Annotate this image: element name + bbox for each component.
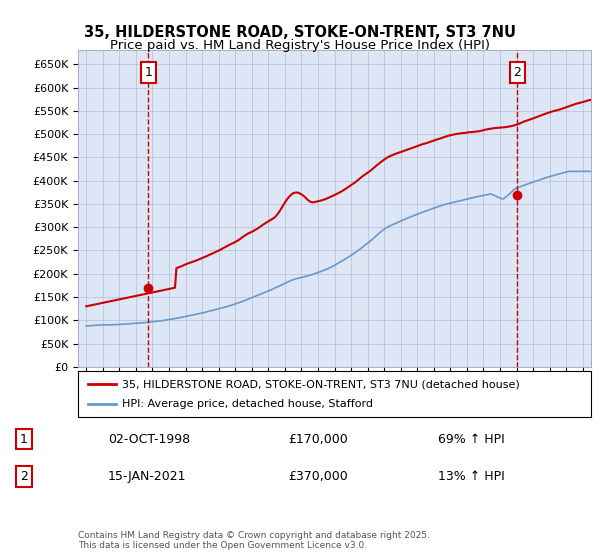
Text: £170,000: £170,000	[288, 432, 348, 446]
Text: 69% ↑ HPI: 69% ↑ HPI	[438, 432, 505, 446]
Text: Contains HM Land Registry data © Crown copyright and database right 2025.
This d: Contains HM Land Registry data © Crown c…	[78, 530, 430, 550]
Text: 35, HILDERSTONE ROAD, STOKE-ON-TRENT, ST3 7NU (detached house): 35, HILDERSTONE ROAD, STOKE-ON-TRENT, ST…	[122, 379, 520, 389]
Text: 02-OCT-1998: 02-OCT-1998	[108, 432, 190, 446]
Text: 2: 2	[20, 470, 28, 483]
Text: 15-JAN-2021: 15-JAN-2021	[108, 470, 187, 483]
Text: 1: 1	[20, 432, 28, 446]
Text: £370,000: £370,000	[288, 470, 348, 483]
Text: HPI: Average price, detached house, Stafford: HPI: Average price, detached house, Staf…	[122, 399, 373, 409]
Text: 2: 2	[513, 66, 521, 79]
Text: 1: 1	[145, 66, 152, 79]
Text: 35, HILDERSTONE ROAD, STOKE-ON-TRENT, ST3 7NU: 35, HILDERSTONE ROAD, STOKE-ON-TRENT, ST…	[84, 25, 516, 40]
Text: Price paid vs. HM Land Registry's House Price Index (HPI): Price paid vs. HM Land Registry's House …	[110, 39, 490, 52]
Text: 13% ↑ HPI: 13% ↑ HPI	[438, 470, 505, 483]
